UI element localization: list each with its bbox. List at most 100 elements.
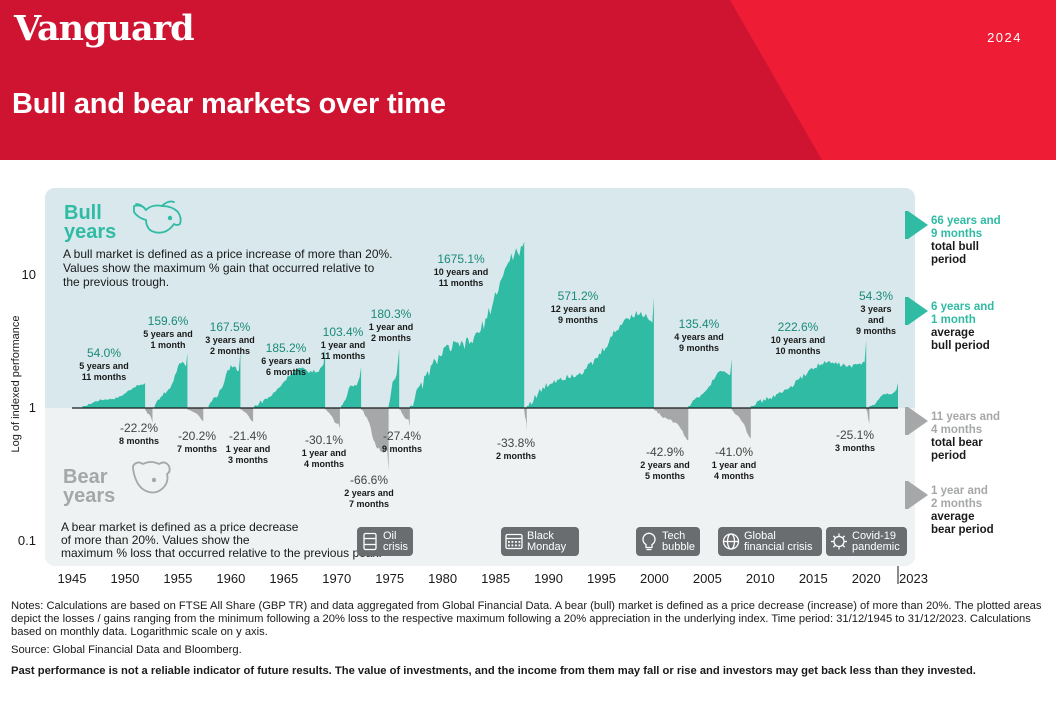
x-tick-label: 1975 <box>375 571 404 586</box>
summary-value: 11 years and 4 months <box>931 411 1000 436</box>
bear-title-word-1: Bear <box>63 466 108 488</box>
summary-value: 66 years and 9 months <box>931 215 1001 240</box>
bull-market-duration: 6 years and 6 months <box>261 356 311 377</box>
bull-market-label: 54.0%5 years and 11 months <box>79 346 129 382</box>
y-tick-label: 0.1 <box>18 533 36 548</box>
event-tag-box <box>357 527 413 556</box>
bull-market-area <box>341 367 362 408</box>
event-tag[interactable]: Tech bubble <box>636 527 700 556</box>
summary-arrow-icon <box>908 481 928 509</box>
bull-bear-chart: Bull years A bull market is defined as a… <box>10 188 1001 586</box>
x-tick-label: 1950 <box>110 571 139 586</box>
summary-arrow-stem <box>905 407 909 435</box>
bear-market-label: -21.4%1 year and 3 months <box>226 429 271 465</box>
bull-market-area <box>750 340 867 408</box>
virus-icon <box>831 533 847 550</box>
x-tick-label: 1985 <box>481 571 510 586</box>
vanguard-logo[interactable]: Vanguard <box>14 8 195 49</box>
bear-market-label: -22.2%8 months <box>119 421 159 446</box>
x-tick-label: 1970 <box>322 571 351 586</box>
bear-market-duration: 1 year and 3 months <box>226 444 271 465</box>
bear-market-value: -22.2% <box>120 421 158 435</box>
bull-market-area <box>208 351 241 408</box>
bull-market-duration: 5 years and 1 month <box>143 329 193 350</box>
bull-market-area <box>254 347 326 408</box>
globe-icon <box>722 533 740 550</box>
bull-market-value: 103.4% <box>323 325 364 339</box>
bear-market-duration: 8 months <box>119 436 159 446</box>
bull-title-word-1: Bull <box>64 202 102 224</box>
summary-value: 6 years and 1 month <box>931 301 994 326</box>
bull-market-value: 185.2% <box>266 341 307 355</box>
y-tick-label: 10 <box>22 267 36 282</box>
x-tick-label: 2015 <box>799 571 828 586</box>
report-year: 2024 <box>987 30 1022 45</box>
bull-description: A bull market is defined as a price incr… <box>63 247 396 289</box>
bull-market-label: 1675.1%10 years and 11 months <box>434 252 489 288</box>
bear-market-area <box>361 408 389 472</box>
x-tick-label: 2005 <box>693 571 722 586</box>
summary-arrow-stem <box>905 297 909 325</box>
bull-market-label: 180.3%1 year and 2 months <box>369 307 414 343</box>
bull-market-area <box>409 241 525 408</box>
summary-arrow-icon <box>908 211 928 239</box>
bear-market-value: -27.4% <box>383 429 421 443</box>
bull-market-duration: 3 years and 2 months <box>205 335 255 356</box>
bull-market-duration: 1 year and 11 months <box>321 340 366 361</box>
bull-market-duration: 3 years and 9 months <box>856 304 896 336</box>
event-tag-box <box>826 527 907 556</box>
event-label: Oil crisis <box>383 530 409 553</box>
bull-market-area <box>388 348 400 408</box>
bear-market-area <box>866 408 870 425</box>
bear-market-value: -30.1% <box>305 433 343 447</box>
bull-market-duration: 10 years and 10 months <box>771 335 826 356</box>
event-label: Covid-19 pandemic <box>852 530 900 553</box>
disclaimer-text: Past performance is not a reliable indic… <box>11 664 976 677</box>
bull-icon <box>133 200 182 234</box>
bull-market-area <box>82 383 146 408</box>
event-tag[interactable]: Covid-19 pandemic <box>826 527 907 556</box>
summary-arrow-icon <box>908 297 928 325</box>
event-tag[interactable]: Black Monday <box>501 527 579 556</box>
bull-market-value: 54.0% <box>87 346 121 360</box>
summary-arrow-icon <box>908 407 928 435</box>
bear-market-area <box>524 408 527 432</box>
bear-market-area <box>325 408 340 429</box>
x-tick-label: 2000 <box>640 571 669 586</box>
bear-market-area <box>240 408 254 422</box>
event-label: Black Monday <box>527 530 567 553</box>
bear-icon <box>132 461 171 494</box>
summary-value: 1 year and 2 months <box>931 485 988 510</box>
summary-arrow-stem <box>905 481 909 509</box>
bear-market-area <box>187 408 204 421</box>
bull-market-duration: 12 years and 9 months <box>551 304 606 325</box>
bear-market-value: -33.8% <box>497 436 535 450</box>
page-title: Bull and bear markets over time <box>12 88 446 120</box>
bear-market-area <box>145 408 153 423</box>
x-tick-label: 1960 <box>216 571 245 586</box>
bear-title-word-2: years <box>63 485 115 507</box>
notes-text: Notes: Calculations are based on FTSE Al… <box>11 600 1042 639</box>
x-tick-label: 1955 <box>163 571 192 586</box>
bear-market-value: -42.9% <box>646 445 684 459</box>
bull-market-value: 159.6% <box>148 314 189 328</box>
event-label: Global financial crisis <box>744 530 813 553</box>
bear-market-label: -27.4%9 months <box>382 429 422 454</box>
event-tag[interactable]: Global financial crisis <box>718 527 822 556</box>
bear-market-area <box>653 408 689 441</box>
bull-market-duration: 10 years and 11 months <box>434 267 489 288</box>
x-tick-label: 2023 <box>899 571 928 586</box>
bull-market-duration: 4 years and 9 months <box>674 332 724 353</box>
event-tag[interactable]: Oil crisis <box>357 527 413 556</box>
lightbulb-icon <box>642 532 656 551</box>
oil-barrel-icon <box>363 532 377 551</box>
summary-label: average bull period <box>931 327 990 352</box>
y-tick-label: 1 <box>29 400 36 415</box>
bear-market-duration: 2 years and 5 months <box>640 460 690 481</box>
bear-market-duration: 7 months <box>177 444 217 454</box>
footer-notes: Notes: Calculations are based on FTSE Al… <box>11 600 1046 678</box>
bull-market-duration: 1 year and 2 months <box>369 322 414 343</box>
